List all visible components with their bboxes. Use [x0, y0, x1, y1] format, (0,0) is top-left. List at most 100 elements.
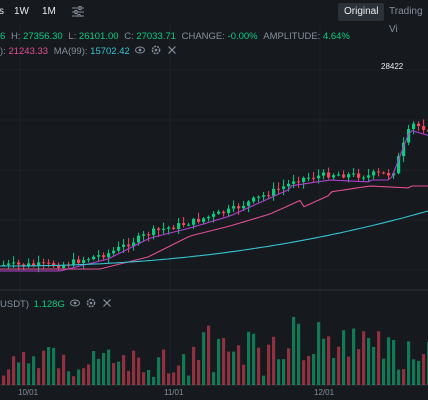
candle-body — [272, 188, 276, 196]
volume-bar — [182, 354, 186, 385]
candle-body — [292, 181, 296, 184]
price-high-label: 28422 — [381, 62, 404, 71]
close-icon[interactable] — [102, 298, 112, 308]
volume-bar — [62, 354, 66, 385]
candle-body — [302, 177, 306, 182]
volume-bar — [317, 322, 321, 385]
eye-icon[interactable] — [135, 45, 146, 55]
volume-bar — [117, 361, 121, 385]
candle-body — [102, 255, 106, 258]
candle-body — [267, 195, 271, 197]
close-value: 27033.71 — [136, 31, 176, 42]
volume-bar — [342, 330, 346, 385]
candle-body — [192, 218, 196, 225]
volume-bar — [57, 368, 61, 385]
volume-bar — [2, 375, 6, 385]
volume-bar — [307, 355, 311, 385]
volume-bar — [292, 316, 296, 385]
eye-icon[interactable] — [70, 298, 81, 308]
candle-body — [147, 234, 151, 236]
candle-body — [237, 206, 241, 209]
volume-bar — [312, 353, 316, 385]
timeframe-1m[interactable]: 1M — [42, 6, 56, 17]
volume-bar — [302, 360, 306, 385]
candle-body — [42, 262, 46, 264]
candle-body — [362, 177, 366, 179]
volume-bar — [147, 369, 151, 385]
volume-bar — [387, 337, 391, 385]
volume-bar — [7, 369, 11, 385]
candle-body — [337, 174, 341, 176]
x-axis-label: 11/01 — [164, 388, 184, 397]
volume-bar — [172, 372, 176, 385]
candle-body — [327, 172, 331, 178]
candle-body — [167, 227, 171, 229]
volume-bar — [192, 346, 196, 385]
candle-body — [417, 123, 421, 127]
candle-body — [397, 156, 401, 174]
ma99-label: MA(99): — [53, 46, 88, 57]
volume-bar — [67, 371, 71, 385]
candle-body — [242, 205, 246, 209]
candle-body — [127, 244, 131, 247]
candle-body — [52, 263, 56, 267]
tab-original[interactable]: Original — [338, 3, 385, 21]
volume-label: USDT) — [0, 299, 30, 310]
ma25-line — [0, 185, 428, 270]
candle-body — [32, 263, 36, 266]
high-label: H: — [10, 31, 21, 42]
volume-bar — [22, 351, 26, 385]
gear-icon[interactable] — [151, 45, 161, 55]
volume-bar — [367, 337, 371, 385]
candle-body — [307, 177, 311, 179]
candle-body — [247, 201, 251, 206]
volume-bar — [27, 363, 31, 385]
volume-bar — [32, 356, 36, 385]
volume-bar — [17, 362, 21, 385]
candle-body — [317, 175, 321, 179]
volume-bar — [277, 359, 281, 385]
tab-tradingview[interactable]: Trading Vi — [389, 6, 423, 35]
ma25-label-fragment: ): — [0, 46, 6, 57]
candle-body — [412, 123, 416, 129]
timeframe-partial[interactable]: s — [0, 6, 4, 17]
candle-body — [342, 174, 346, 178]
ma7-line — [0, 129, 428, 272]
candle-body — [27, 263, 31, 266]
volume-bar — [377, 331, 381, 385]
volume-bar — [232, 351, 236, 385]
volume-bar — [337, 346, 341, 385]
settings-sliders-icon[interactable] — [72, 6, 84, 20]
candle-body — [92, 256, 96, 260]
candle-body — [372, 171, 376, 176]
candle-body — [117, 246, 121, 251]
candle-body — [77, 259, 81, 264]
volume-info: USDT) 1.128G — [0, 298, 112, 310]
close-icon[interactable] — [167, 45, 177, 55]
candle-body — [357, 173, 361, 178]
gear-icon[interactable] — [86, 298, 96, 308]
candle-body — [72, 259, 76, 265]
low-value: 26101.00 — [78, 31, 119, 42]
timeframe-1w[interactable]: 1W — [14, 6, 29, 17]
volume-bar — [97, 358, 101, 385]
volume-bar — [197, 360, 201, 385]
candle-body — [137, 235, 141, 243]
volume-bar — [327, 336, 331, 385]
volume-bar — [167, 373, 171, 385]
volume-bar — [132, 350, 136, 385]
volume-bar — [257, 347, 261, 385]
candle-body — [212, 213, 216, 217]
candle-body — [152, 228, 156, 235]
candle-body — [37, 262, 41, 266]
candle-body — [157, 228, 161, 230]
candle-body — [12, 262, 16, 264]
x-axis-label: 10/01 — [18, 388, 39, 397]
candle-body — [277, 188, 281, 190]
close-label: C: — [124, 31, 134, 42]
volume-bar — [177, 365, 181, 385]
volume-bar — [262, 375, 266, 385]
volume-bar — [12, 356, 16, 385]
volume-bar — [407, 341, 411, 385]
